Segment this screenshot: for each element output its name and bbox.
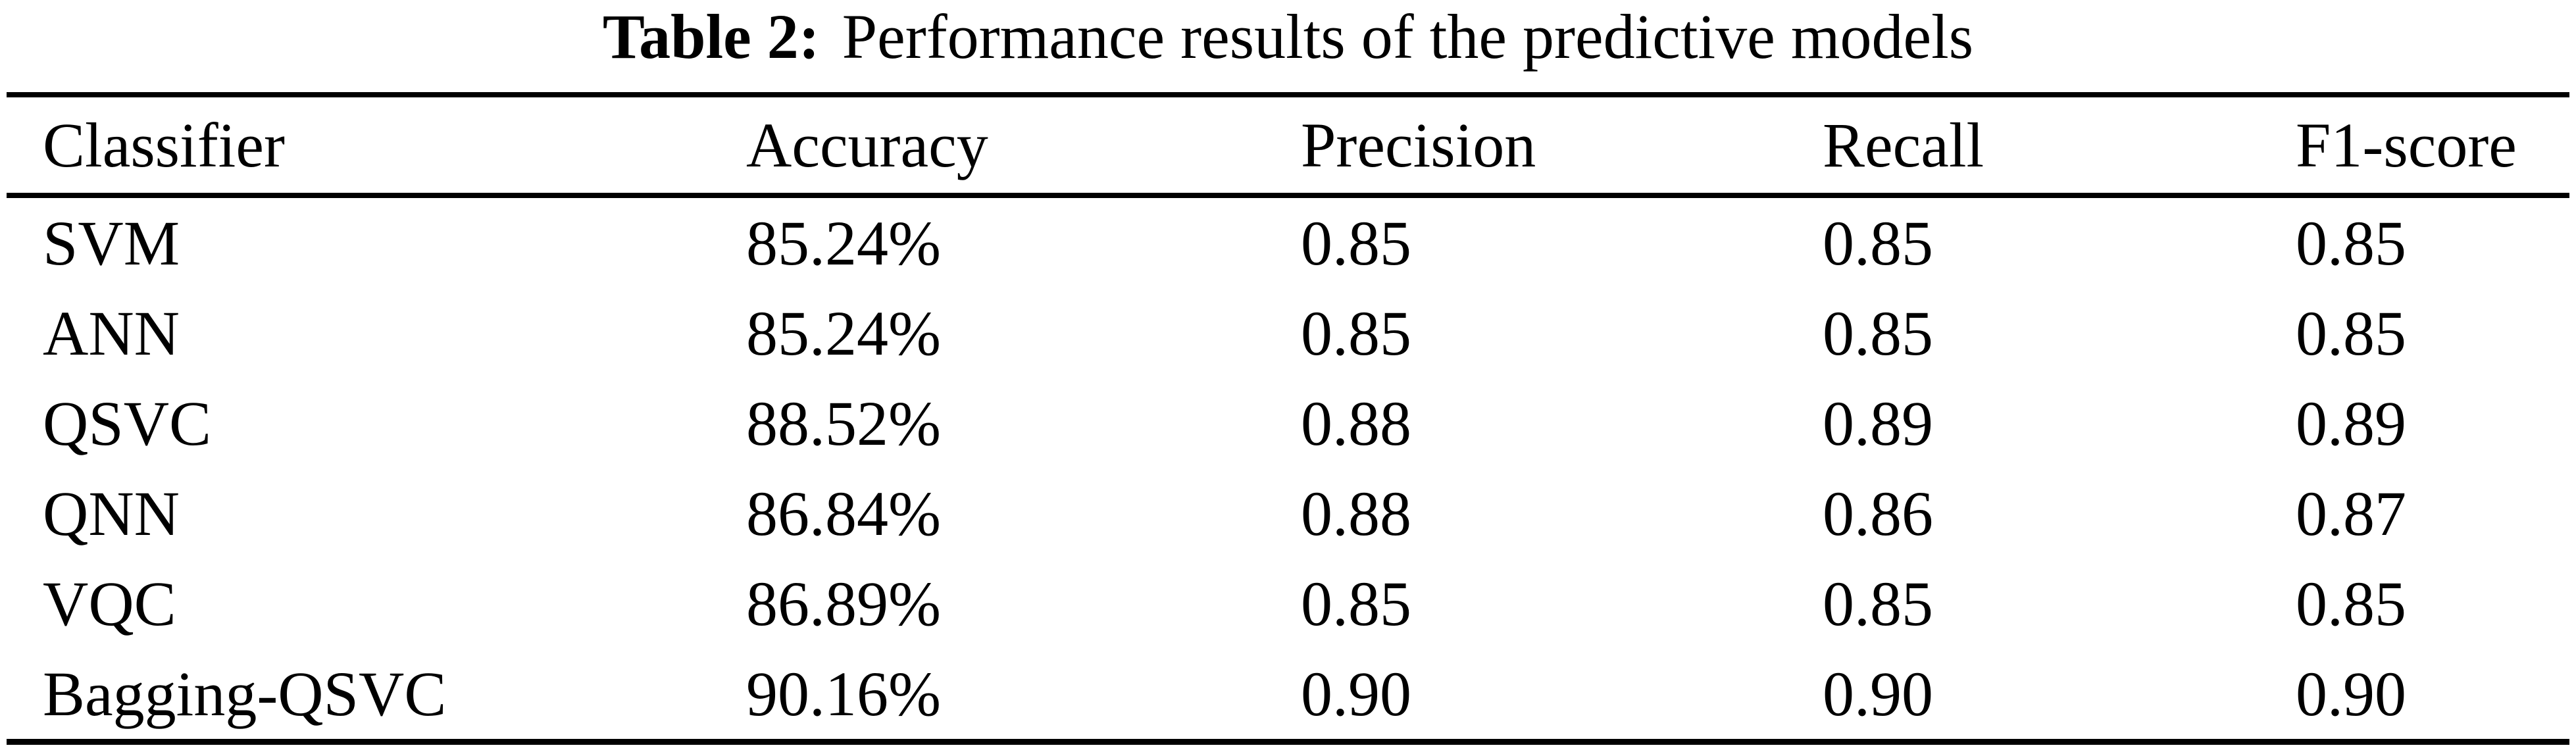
cell-accuracy: 85.24% — [746, 298, 941, 368]
cell-precision: 0.88 — [1301, 388, 1411, 459]
cell-classifier: QNN — [43, 478, 180, 549]
column-header-classifier: Classifier — [7, 95, 746, 198]
cell-classifier: Bagging-QSVC — [43, 659, 447, 729]
cell-recall: 0.90 — [1823, 659, 1933, 729]
cell-recall: 0.89 — [1823, 388, 1933, 459]
table-row-qnn: QNN 86.84% 0.88 0.86 0.87 — [7, 468, 2569, 559]
performance-results-table: Classifier Accuracy Precision Recall F1-… — [7, 92, 2569, 745]
cell-f1-score: 0.90 — [2296, 659, 2406, 729]
cell-accuracy: 86.84% — [746, 478, 941, 549]
table-row-qsvc: QSVC 88.52% 0.88 0.89 0.89 — [7, 378, 2569, 468]
table-row-svm: SVM 85.24% 0.85 0.85 0.85 — [7, 195, 2569, 288]
column-header-f1-score: F1-score — [2296, 95, 2569, 198]
cell-accuracy: 88.52% — [746, 388, 941, 459]
cell-recall: 0.86 — [1823, 478, 1933, 549]
cell-classifier: SVM — [43, 208, 180, 278]
cell-precision: 0.85 — [1301, 298, 1411, 368]
column-header-accuracy: Accuracy — [746, 95, 1301, 198]
table-header-row: Classifier Accuracy Precision Recall F1-… — [7, 95, 2569, 198]
cell-precision: 0.85 — [1301, 568, 1411, 639]
cell-f1-score: 0.89 — [2296, 388, 2406, 459]
cell-f1-score: 0.85 — [2296, 208, 2406, 278]
table-row-vqc: VQC 86.89% 0.85 0.85 0.85 — [7, 559, 2569, 649]
cell-recall: 0.85 — [1823, 568, 1933, 639]
column-header-recall: Recall — [1823, 95, 2296, 198]
table-row-ann: ANN 85.24% 0.85 0.85 0.85 — [7, 288, 2569, 378]
cell-accuracy: 86.89% — [746, 568, 941, 639]
cell-classifier: ANN — [43, 298, 180, 368]
cell-classifier: VQC — [43, 568, 176, 639]
cell-accuracy: 85.24% — [746, 208, 941, 278]
cell-precision: 0.88 — [1301, 478, 1411, 549]
cell-f1-score: 0.85 — [2296, 298, 2406, 368]
cell-f1-score: 0.85 — [2296, 568, 2406, 639]
cell-recall: 0.85 — [1823, 298, 1933, 368]
cell-f1-score: 0.87 — [2296, 478, 2406, 549]
cell-precision: 0.90 — [1301, 659, 1411, 729]
cell-recall: 0.85 — [1823, 208, 1933, 278]
cell-accuracy: 90.16% — [746, 659, 941, 729]
table-caption: Table 2: Performance results of the predi… — [0, 0, 2576, 92]
cell-classifier: QSVC — [43, 388, 212, 459]
table-caption-label: Table 2: — [602, 1, 820, 72]
column-header-precision: Precision — [1301, 95, 1823, 198]
cell-precision: 0.85 — [1301, 208, 1411, 278]
table-caption-text: Performance results of the predictive mo… — [842, 1, 1974, 72]
table-row-bagging-qsvc: Bagging-QSVC 90.16% 0.90 0.90 0.90 — [7, 649, 2569, 742]
